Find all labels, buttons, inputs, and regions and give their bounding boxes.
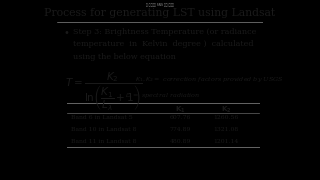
Text: 1201.14: 1201.14: [213, 139, 239, 144]
Text: $T = \dfrac{K_2}{\ln\!\left(\dfrac{K_1}{L_\lambda}+1\right)}$: $T = \dfrac{K_2}{\ln\!\left(\dfrac{K_1}{…: [65, 71, 142, 113]
Text: using the below equation: using the below equation: [74, 53, 176, 61]
Text: temperature  in  Kelvin  degree )  calculated: temperature in Kelvin degree ) calculate…: [74, 40, 254, 48]
Text: 774.89: 774.89: [170, 127, 191, 132]
Text: 袜 山山山山 SNS 省了 不心要: 袜 山山山山 SNS 省了 不心要: [146, 3, 174, 7]
Text: Band 11 in Landsat 8: Band 11 in Landsat 8: [71, 139, 137, 144]
Text: $L_\lambda =$ spectral radiation: $L_\lambda =$ spectral radiation: [125, 91, 200, 100]
Text: 1321.08: 1321.08: [213, 127, 239, 132]
Text: 480.89: 480.89: [170, 139, 191, 144]
Text: $\mathbf{K_2}$: $\mathbf{K_2}$: [220, 104, 231, 115]
Text: Band 10 in Landsat 8: Band 10 in Landsat 8: [71, 127, 137, 132]
Text: Band 6 in Landsat 5: Band 6 in Landsat 5: [71, 115, 133, 120]
Text: Step 3: Brightness Temperature (or radiance: Step 3: Brightness Temperature (or radia…: [74, 28, 257, 36]
Text: 1260.56: 1260.56: [213, 115, 239, 120]
Text: Process for generating LST using Landsat: Process for generating LST using Landsat: [44, 8, 276, 18]
Text: •: •: [63, 28, 69, 38]
Text: $K_1, K_2 =$ correction factors provided by USGS: $K_1, K_2 =$ correction factors provided…: [135, 75, 284, 84]
Text: 607.76: 607.76: [170, 115, 191, 120]
Text: $\mathbf{K_1}$: $\mathbf{K_1}$: [175, 104, 186, 115]
